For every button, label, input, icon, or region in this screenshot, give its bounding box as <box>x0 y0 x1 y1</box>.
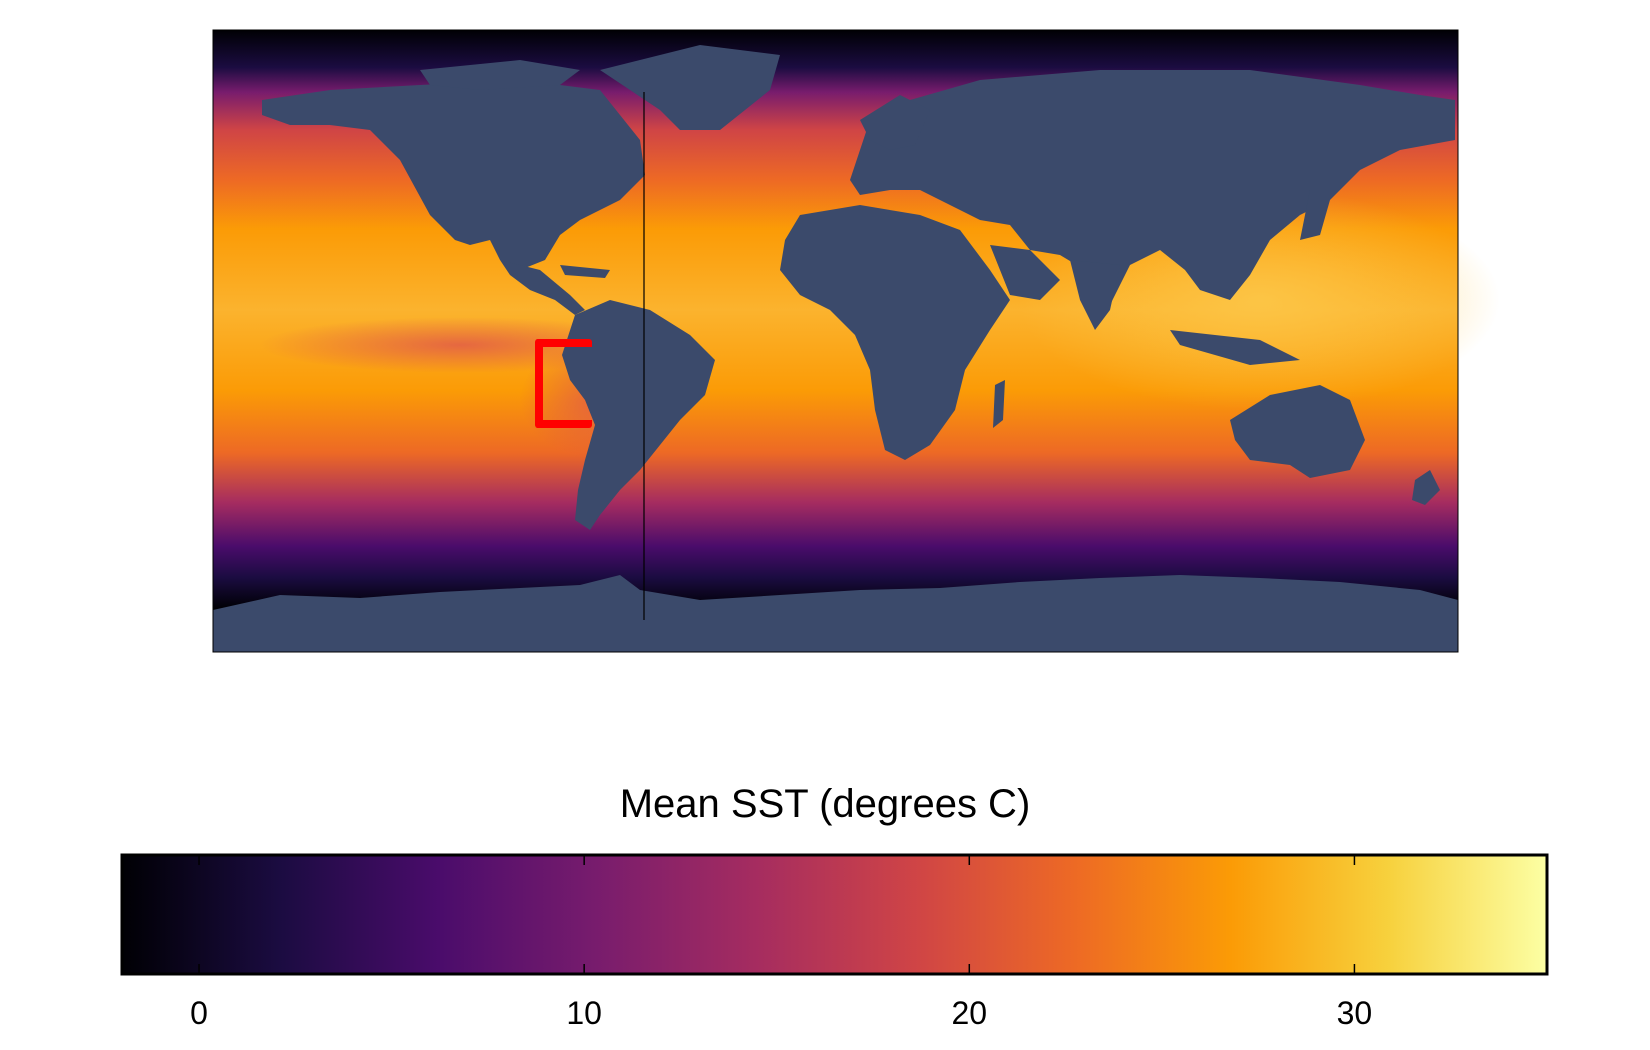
colorbar-tick-label: 0 <box>190 995 208 1031</box>
colorbar-gradient <box>120 853 1549 976</box>
sst-map-svg <box>212 29 1500 653</box>
colorbar-tick-label: 30 <box>1337 995 1373 1031</box>
north-america <box>262 80 645 270</box>
highlight-region-box <box>535 339 592 428</box>
land-masses <box>213 45 1458 652</box>
caribbean-islands <box>560 265 610 278</box>
colorbar-tick-label: 20 <box>952 995 988 1031</box>
colorbar-title: Mean SST (degrees C) <box>619 782 1031 826</box>
south-america <box>562 300 715 530</box>
antarctica <box>213 575 1458 652</box>
indonesia <box>1170 330 1300 365</box>
india <box>1070 260 1120 330</box>
eurasia <box>850 70 1455 305</box>
sst-map <box>212 29 1500 653</box>
australia <box>1230 385 1365 478</box>
arctic-archipelago <box>420 60 580 90</box>
colorbar-tick-label: 10 <box>566 995 602 1031</box>
africa <box>780 205 1010 460</box>
arabia <box>990 245 1060 300</box>
map-frame <box>212 29 1459 653</box>
central-america <box>500 260 585 315</box>
madagascar <box>993 380 1005 428</box>
colorbar-ticks: 0 10 20 30 <box>190 855 1372 1031</box>
japan <box>1300 190 1330 240</box>
colorbar: 0 10 20 30 <box>120 853 1549 1031</box>
scandinavia <box>860 95 930 150</box>
greenland <box>600 45 780 130</box>
new-zealand <box>1412 470 1440 505</box>
